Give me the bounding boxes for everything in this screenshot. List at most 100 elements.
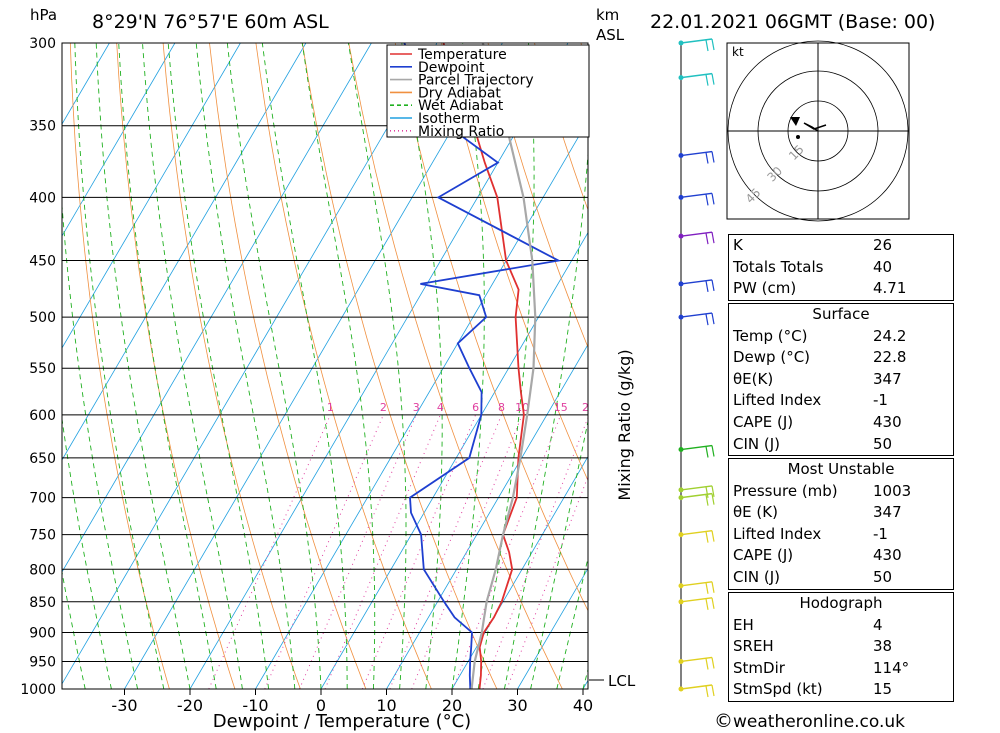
wind-barb-feather: [711, 193, 715, 205]
isotherm-line: [386, 343, 588, 689]
profile-lines: [403, 43, 562, 689]
mixing-ratio-label: 4: [437, 401, 444, 414]
unit-km: km: [596, 6, 619, 24]
dry-adiabat-line: [952, 43, 1000, 689]
wind-barb-feather: [705, 152, 709, 164]
wind-barb-feather: [705, 194, 709, 206]
wind-barb-shaft: [680, 684, 713, 690]
site-name: weatheronline.co.uk: [733, 712, 906, 732]
mixing-ratio-line: [208, 414, 331, 689]
wind-barb-shaft: [680, 312, 713, 318]
wind-barb-feather: [711, 597, 715, 609]
mixing-ratio-line: [264, 414, 384, 689]
isotherm-line: [62, 43, 176, 237]
x-tick-label: -10: [242, 696, 268, 715]
wet-adiabat-line: [401, 43, 443, 689]
isotherm-line: [189, 43, 569, 689]
wind-barb-feather: [705, 39, 709, 52]
tt-label: Totals Totals: [733, 257, 824, 276]
mixing-ratio-label: 15: [554, 401, 568, 414]
mixing-ratio-label: 3: [413, 401, 420, 414]
pressure-tick-label: 600: [29, 408, 56, 424]
parcel-trajectory-line: [470, 43, 537, 689]
legend-box: [386, 44, 590, 138]
pw-value: 4.71: [873, 279, 907, 298]
hodo-stmspd-label: StmSpd (kt): [733, 680, 823, 699]
wet-adiabat-line: [74, 43, 165, 689]
wind-barb-shaft: [680, 38, 713, 44]
wind-barb-shaft: [680, 581, 713, 587]
pressure-tick-label: 300: [29, 36, 56, 52]
wind-barb-shaft: [680, 192, 713, 199]
pressure-tick-label: 450: [29, 254, 56, 270]
wind-barb-shaft: [680, 444, 713, 451]
surface-title: Surface: [812, 305, 870, 323]
wind-barb-feather: [711, 581, 715, 593]
pressure-tick-label: 650: [29, 451, 56, 467]
hodograph-ring: [757, 70, 879, 192]
surface-dewp-value: 22.8: [873, 348, 907, 367]
copyright-symbol: ©: [714, 710, 733, 732]
surface-cape-value: 430: [873, 412, 902, 431]
site-credit[interactable]: ©weatheronline.co.uk: [714, 710, 905, 732]
surface-theta-label: θE(K): [733, 369, 774, 388]
wet-adiabat-line: [95, 43, 191, 689]
surface-temp-label: Temp (°C): [733, 326, 808, 345]
legend-label: Parcel Trajectory: [418, 73, 534, 89]
wind-barb-feather: [711, 312, 715, 325]
surface-dewp-label: Dewp (°C): [733, 348, 811, 367]
pressure-tick-label: 850: [29, 595, 56, 611]
isotherm-line: [124, 43, 503, 689]
pw-row: PW (cm) 4.71: [729, 278, 953, 300]
mixing-ratio-line: [361, 414, 477, 689]
wind-barb-shaft: [680, 279, 713, 285]
lcl-label: LCL: [608, 672, 636, 690]
hodograph-ring: [787, 100, 849, 162]
surface-li-label: Lifted Index: [733, 391, 822, 410]
pressure-tick-label: 900: [29, 625, 56, 641]
x-tick-label: -30: [111, 696, 137, 715]
dry-adiabat-line: [487, 43, 588, 349]
isotherm-line: [255, 119, 588, 689]
legend-label: Isotherm: [418, 111, 480, 127]
pressure-tick-label: 700: [29, 491, 56, 507]
x-tick-label: 20: [442, 696, 462, 715]
hodo-eh-value: 4: [873, 615, 883, 634]
axes: 3003504004505005506006507007508008509009…: [20, 36, 593, 715]
k-label: K: [733, 236, 743, 254]
mu-title: Most Unstable: [787, 460, 895, 478]
temperature-line: [442, 43, 525, 689]
wet-adiabat-line: [62, 569, 86, 689]
mixing-ratio-label: 20: [582, 401, 596, 414]
wind-barb-feather: [705, 658, 709, 670]
wind-barb-feather: [711, 279, 715, 291]
pressure-tick-label: 550: [29, 361, 56, 377]
dry-adiabat-line: [441, 43, 588, 482]
wind-barb-shaft: [680, 492, 713, 499]
dry-adiabat-line: [348, 43, 563, 689]
surface-cin-value: 50: [873, 434, 893, 453]
mixing-ratio-label: 8: [498, 401, 505, 414]
dewpoint-line: [403, 43, 562, 689]
wind-barb-feather: [705, 74, 709, 86]
wind-barb-feather: [711, 657, 715, 669]
legend-label: Dewpoint: [418, 60, 485, 76]
pressure-tick-label: 1000: [20, 682, 56, 698]
mixing-ratio-label: 1: [327, 401, 334, 414]
wind-barb-feather: [711, 38, 715, 51]
legend-label: Wet Adiabat: [418, 98, 504, 114]
hodo-stmspd-value: 15: [873, 680, 893, 699]
wind-barb-feather: [711, 445, 715, 457]
dry-adiabat-line: [116, 43, 236, 689]
storm-motion-marker: [790, 117, 800, 126]
mu-li-value: -1: [873, 524, 888, 543]
wind-barb-shaft: [680, 485, 713, 491]
wet-adiabat-line: [167, 43, 270, 689]
mixing-ratio-label: 6: [472, 401, 479, 414]
wet-adiabat-line: [118, 43, 217, 689]
wet-adiabat-line: [62, 200, 139, 689]
tt-row: Totals Totals 40: [729, 257, 953, 279]
wet-adiabat-line: [226, 43, 322, 689]
wind-barb-feather: [711, 232, 715, 244]
